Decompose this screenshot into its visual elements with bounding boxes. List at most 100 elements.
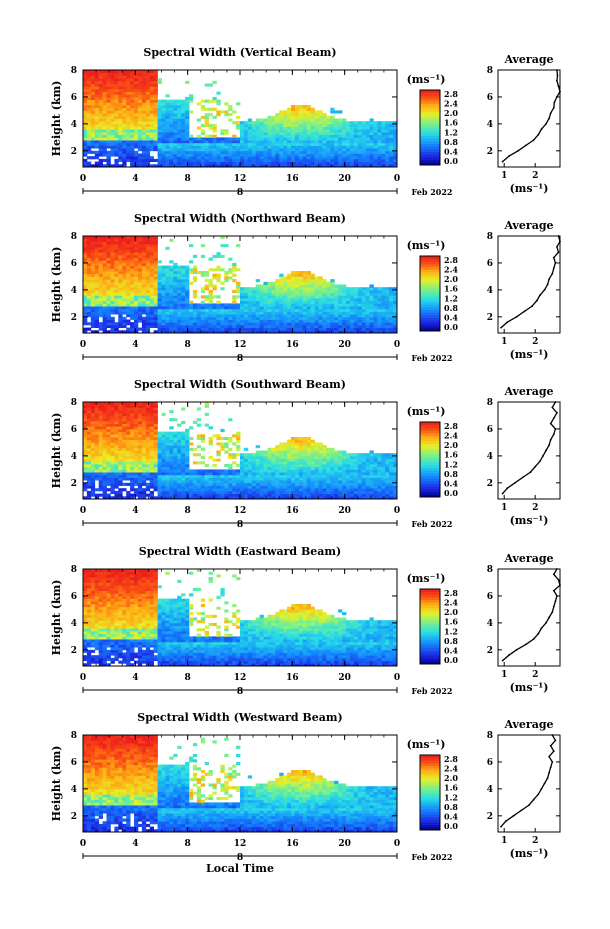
y-tick-label: 2 — [71, 313, 77, 323]
average-profile-line — [502, 568, 561, 662]
average-profile-point — [549, 766, 552, 769]
average-profile-point — [525, 144, 527, 147]
average-title: Average — [503, 552, 553, 565]
y-tick-label: 6 — [71, 93, 77, 103]
average-frame — [497, 401, 561, 500]
average-profile-point — [535, 299, 538, 302]
average-profile-point — [552, 433, 555, 436]
average-profile-point — [546, 283, 549, 286]
avg-y-tick-label: 8 — [487, 731, 493, 741]
colorbar-tick-label: 1.2 — [444, 127, 458, 137]
colorbar-tick-label: 1.6 — [444, 284, 458, 294]
average-profile-point — [512, 814, 515, 817]
avg-y-tick-label: 6 — [487, 93, 493, 103]
avg-y-tick-label: 2 — [487, 313, 493, 323]
average-profile-point — [552, 417, 555, 420]
average-x-label: (ms⁻¹) — [510, 348, 549, 361]
average-profile-point — [537, 133, 540, 136]
average-profile-point — [552, 256, 555, 259]
x-tick-label: 0 — [394, 506, 400, 516]
average-profile-line — [500, 734, 557, 828]
average-profile-point — [556, 595, 558, 597]
heatmap-field — [83, 70, 398, 168]
day-tick-label: 8 — [237, 188, 243, 198]
average-x-label: (ms⁻¹) — [510, 847, 549, 860]
avg-y-tick-label: 6 — [487, 758, 493, 768]
colorbar-tick-label: 1.6 — [444, 450, 458, 460]
colorbar-tick-label: 0.8 — [444, 802, 458, 812]
average-profile-point — [514, 481, 516, 484]
average-profile-point — [549, 422, 552, 425]
panel-title: Spectral Width (Southward Beam) — [134, 378, 346, 391]
average-profile-point — [551, 611, 554, 613]
average-profile-point — [557, 235, 560, 237]
y-tick-label: 6 — [71, 259, 77, 269]
average-profile-point — [537, 793, 540, 796]
x-tick-label: 12 — [234, 174, 247, 184]
avg-y-tick-label: 2 — [487, 812, 493, 822]
colorbar-tick-label: 0.4 — [444, 312, 458, 322]
average-profile-point — [557, 578, 560, 581]
avg-y-tick-label: 2 — [487, 479, 493, 489]
average-profile-point — [504, 820, 507, 823]
day-tick-label: 8 — [237, 853, 243, 863]
colorbar-tick-label: 0.0 — [444, 322, 458, 332]
average-profile-point — [548, 771, 550, 774]
y-tick-label: 8 — [71, 731, 77, 741]
average-profile-point — [539, 460, 541, 463]
x-axis-label: Local Time — [206, 862, 274, 875]
average-profile-point — [540, 627, 543, 630]
x-tick-label: 8 — [185, 673, 191, 683]
x-tick-label: 16 — [286, 839, 299, 849]
heatmap-field — [83, 402, 398, 500]
day-tick-label: 8 — [237, 354, 243, 364]
average-profile-point — [552, 605, 555, 608]
average-profile-point — [559, 584, 561, 587]
x-tick-label: 0 — [80, 174, 86, 184]
avg-x-tick-label: 2 — [532, 171, 538, 181]
colorbar-frame — [419, 754, 441, 831]
average-frame — [497, 568, 561, 667]
avg-y-tick-label: 4 — [487, 619, 493, 629]
average-profile-point — [552, 750, 555, 753]
average-frame — [497, 235, 561, 334]
colorbar-tick-label: 0.8 — [444, 469, 458, 479]
avg-x-tick-label: 1 — [501, 503, 507, 513]
average-profile-point — [548, 278, 550, 280]
average-profile-point — [531, 305, 533, 307]
average-profile-point — [556, 74, 559, 77]
average-title: Average — [503, 718, 553, 731]
average-profile-point — [551, 734, 554, 736]
average-profile-point — [545, 123, 547, 125]
average-profile-point — [521, 476, 524, 479]
x-tick-label: 0 — [394, 340, 400, 350]
average-profile-point — [525, 643, 527, 646]
x-tick-label: 20 — [338, 673, 351, 683]
x-tick-label: 8 — [185, 506, 191, 516]
colorbar-tick-label: 0.4 — [444, 811, 458, 821]
average-profile-point — [554, 600, 557, 603]
average-profile-point — [529, 471, 532, 473]
average-profile-point — [500, 326, 502, 329]
colorbar-tick-label: 2.4 — [444, 431, 458, 441]
colorbar-tick-label: 2.0 — [444, 108, 458, 118]
average-profile-line — [502, 401, 558, 495]
date-label: Feb 2022 — [412, 519, 453, 529]
colorbar-tick-label: 0.8 — [444, 636, 458, 646]
colorbar-tick-label: 2.0 — [444, 440, 458, 450]
colorbar-tick-label: 2.4 — [444, 99, 458, 109]
average-profile-point — [554, 262, 557, 264]
average-profile-point — [501, 492, 504, 495]
x-tick-label: 12 — [234, 340, 247, 350]
average-profile-point — [539, 294, 541, 297]
colorbar-tick-label: 2.0 — [444, 274, 458, 284]
x-tick-label: 4 — [132, 839, 138, 849]
average-profile-point — [508, 654, 510, 657]
y-tick-label: 4 — [71, 785, 77, 795]
day-tick-label: 8 — [237, 520, 243, 530]
average-profile-point — [556, 568, 558, 570]
average-profile-point — [556, 411, 558, 414]
x-tick-label: 20 — [338, 506, 351, 516]
date-label: Feb 2022 — [412, 686, 453, 696]
